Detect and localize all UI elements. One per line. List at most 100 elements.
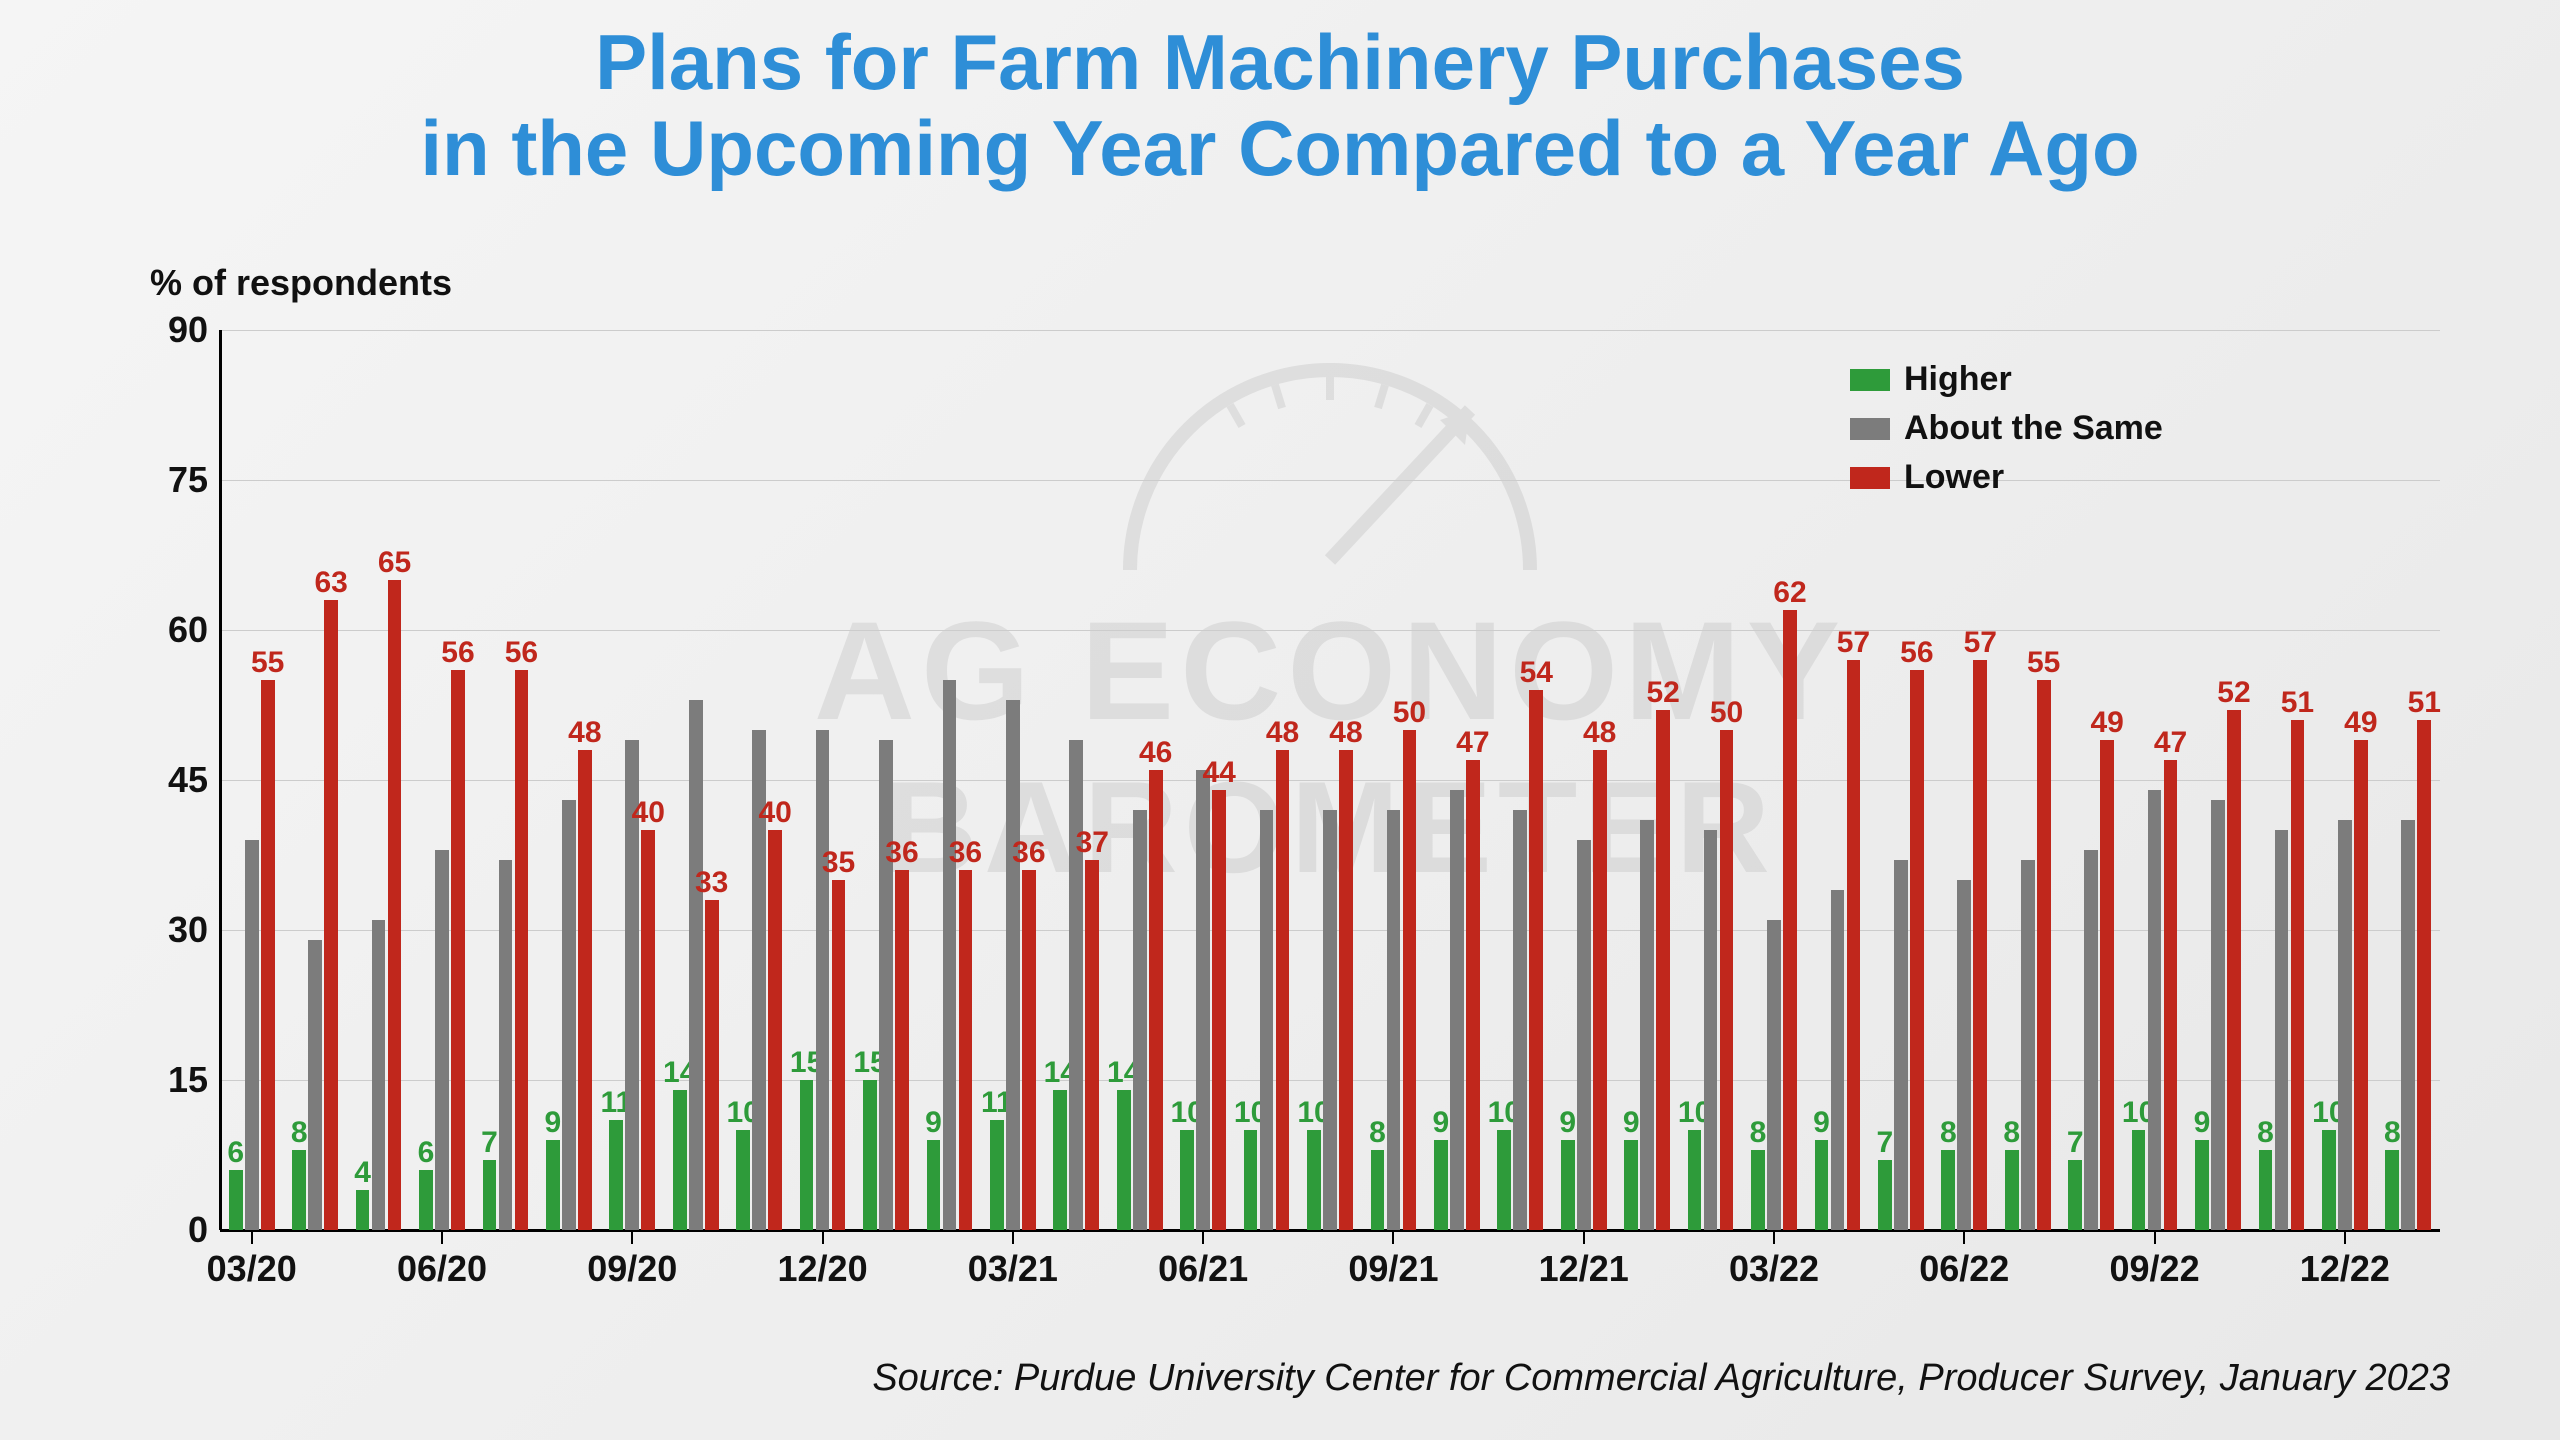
bar-lower [1720, 730, 1734, 1230]
chart-title: Plans for Farm Machinery Purchases in th… [0, 0, 2560, 192]
bar-higher [1688, 1130, 1702, 1230]
bar-same [943, 680, 957, 1230]
bar-value-lower: 36 [949, 836, 982, 870]
bar-same [1450, 790, 1464, 1230]
bar-lower [1847, 660, 1861, 1230]
bar-higher [1244, 1130, 1258, 1230]
bar-same [245, 840, 259, 1230]
bar-higher [1434, 1140, 1448, 1230]
bar-same [1006, 700, 1020, 1230]
slide: Plans for Farm Machinery Purchases in th… [0, 0, 2560, 1440]
bar-value-lower: 57 [1964, 626, 1997, 660]
bar-value-lower: 56 [441, 636, 474, 670]
bar-lower [1466, 760, 1480, 1230]
bar-lower [2227, 710, 2241, 1230]
bar-higher [1307, 1130, 1321, 1230]
bar-same [1767, 920, 1781, 1230]
gridline [220, 630, 2440, 631]
legend-swatch [1850, 467, 1890, 489]
bar-higher [483, 1160, 497, 1230]
bar-value-higher: 9 [1433, 1106, 1450, 1140]
x-tick-label: 12/21 [1539, 1230, 1629, 1290]
bar-lower [2164, 760, 2178, 1230]
bar-same [1704, 830, 1718, 1230]
bar-higher [1117, 1090, 1131, 1230]
bar-same [2021, 860, 2035, 1230]
x-tick-label: 06/20 [397, 1230, 487, 1290]
bar-same [562, 800, 576, 1230]
bar-same [308, 940, 322, 1230]
bar-value-lower: 55 [2027, 646, 2060, 680]
bar-value-lower: 36 [885, 836, 918, 870]
bar-higher [546, 1140, 560, 1230]
bar-value-lower: 57 [1837, 626, 1870, 660]
bar-higher [609, 1120, 623, 1230]
bar-higher [356, 1190, 370, 1230]
bar-higher [1751, 1150, 1765, 1230]
bar-same [1196, 770, 1210, 1230]
bar-lower [324, 600, 338, 1230]
bar-lower [1529, 690, 1543, 1230]
bar-same [499, 860, 513, 1230]
bar-value-higher: 8 [1369, 1116, 1386, 1150]
bar-lower [1276, 750, 1290, 1230]
bar-lower [451, 670, 465, 1230]
bar-same [1069, 740, 1083, 1230]
bar-same [2401, 820, 2415, 1230]
bar-higher [673, 1090, 687, 1230]
legend: HigherAbout the SameLower [1850, 360, 2163, 507]
bar-lower [641, 830, 655, 1230]
bar-same [1640, 820, 1654, 1230]
bar-lower [832, 880, 846, 1230]
bar-value-lower: 48 [1329, 716, 1362, 750]
bar-same [2338, 820, 2352, 1230]
bar-higher [1180, 1130, 1194, 1230]
bar-lower [515, 670, 529, 1230]
bar-higher [229, 1170, 243, 1230]
bar-value-lower: 49 [2344, 706, 2377, 740]
bar-value-lower: 40 [758, 796, 791, 830]
y-axis [219, 330, 222, 1230]
bar-higher [2259, 1150, 2273, 1230]
chart-area: AG ECONOMYBAROMETER 01530456075906558634… [220, 330, 2440, 1230]
bar-value-lower: 47 [2154, 726, 2187, 760]
bar-same [1133, 810, 1147, 1230]
bar-lower [1339, 750, 1353, 1230]
bar-same [372, 920, 386, 1230]
bar-higher [1053, 1090, 1067, 1230]
bar-value-lower: 48 [568, 716, 601, 750]
y-tick-label: 60 [168, 609, 220, 651]
bar-value-lower: 35 [822, 846, 855, 880]
bar-higher [863, 1080, 877, 1230]
bar-higher [2322, 1130, 2336, 1230]
bar-lower [1973, 660, 1987, 1230]
bar-lower [959, 870, 973, 1230]
bar-value-lower: 48 [1266, 716, 1299, 750]
bar-lower [1149, 770, 1163, 1230]
legend-swatch [1850, 418, 1890, 440]
bar-higher [419, 1170, 433, 1230]
title-line-2: in the Upcoming Year Compared to a Year … [420, 104, 2139, 192]
bar-value-higher: 8 [2257, 1116, 2274, 1150]
x-tick-label: 03/22 [1729, 1230, 1819, 1290]
bar-higher [1941, 1150, 1955, 1230]
bar-same [816, 730, 830, 1230]
bar-value-higher: 8 [2384, 1116, 2401, 1150]
bar-value-lower: 49 [2090, 706, 2123, 740]
bar-higher [2385, 1150, 2399, 1230]
bar-higher [2005, 1150, 2019, 1230]
bar-higher [1624, 1140, 1638, 1230]
bar-higher [2195, 1140, 2209, 1230]
bar-higher [736, 1130, 750, 1230]
bar-lower [1212, 790, 1226, 1230]
bar-value-lower: 36 [1012, 836, 1045, 870]
bar-lower [1403, 730, 1417, 1230]
y-tick-label: 30 [168, 909, 220, 951]
legend-item-lower: Lower [1850, 458, 2163, 497]
bar-lower [2037, 680, 2051, 1230]
bar-value-lower: 33 [695, 866, 728, 900]
bar-lower [388, 580, 402, 1230]
legend-swatch [1850, 369, 1890, 391]
bar-value-lower: 44 [1202, 756, 1235, 790]
bar-same [1260, 810, 1274, 1230]
